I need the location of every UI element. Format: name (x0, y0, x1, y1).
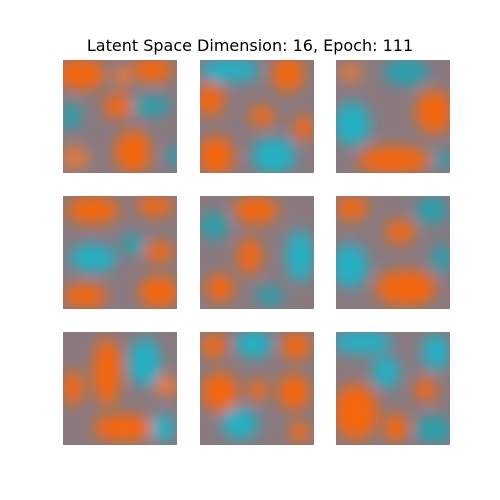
sample-image-4 (63, 196, 177, 309)
sample-image-6 (336, 196, 450, 309)
sample-image-9 (336, 332, 450, 445)
sample-image-8 (200, 332, 314, 445)
sample-image-3 (336, 60, 450, 173)
sample-image-7 (63, 332, 177, 445)
sample-image-1 (63, 60, 177, 173)
sample-image-2 (200, 60, 314, 173)
figure-title: Latent Space Dimension: 16, Epoch: 111 (86, 36, 414, 55)
sample-image-5 (200, 196, 314, 309)
